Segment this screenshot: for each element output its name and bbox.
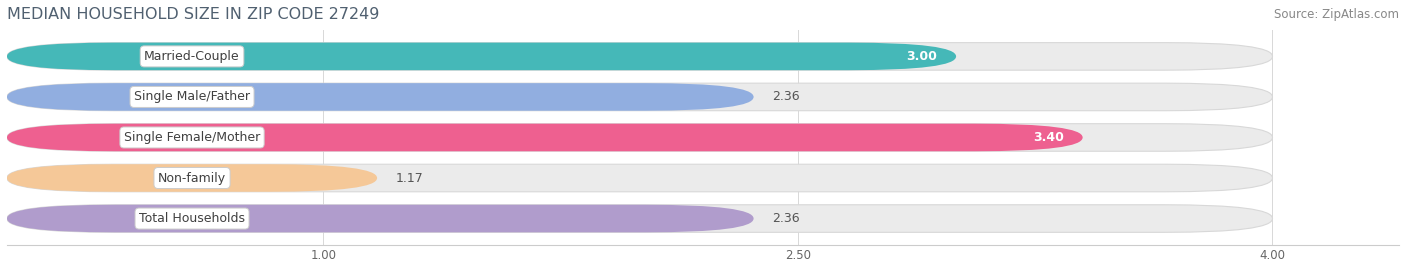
FancyBboxPatch shape bbox=[7, 164, 377, 192]
Text: Single Male/Father: Single Male/Father bbox=[134, 90, 250, 104]
Text: Non-family: Non-family bbox=[157, 172, 226, 185]
FancyBboxPatch shape bbox=[7, 43, 1272, 70]
Text: 3.00: 3.00 bbox=[907, 50, 938, 63]
FancyBboxPatch shape bbox=[7, 43, 956, 70]
Text: MEDIAN HOUSEHOLD SIZE IN ZIP CODE 27249: MEDIAN HOUSEHOLD SIZE IN ZIP CODE 27249 bbox=[7, 7, 380, 22]
Text: 2.36: 2.36 bbox=[773, 90, 800, 104]
Text: Single Female/Mother: Single Female/Mother bbox=[124, 131, 260, 144]
Text: Source: ZipAtlas.com: Source: ZipAtlas.com bbox=[1274, 8, 1399, 21]
FancyBboxPatch shape bbox=[7, 205, 754, 232]
Text: 3.40: 3.40 bbox=[1033, 131, 1064, 144]
FancyBboxPatch shape bbox=[7, 205, 1272, 232]
Text: 2.36: 2.36 bbox=[773, 212, 800, 225]
FancyBboxPatch shape bbox=[7, 83, 1272, 111]
Text: Total Households: Total Households bbox=[139, 212, 245, 225]
FancyBboxPatch shape bbox=[7, 164, 1272, 192]
FancyBboxPatch shape bbox=[7, 83, 754, 111]
Text: 1.17: 1.17 bbox=[396, 172, 423, 185]
FancyBboxPatch shape bbox=[7, 124, 1083, 151]
Text: Married-Couple: Married-Couple bbox=[145, 50, 240, 63]
FancyBboxPatch shape bbox=[7, 124, 1272, 151]
